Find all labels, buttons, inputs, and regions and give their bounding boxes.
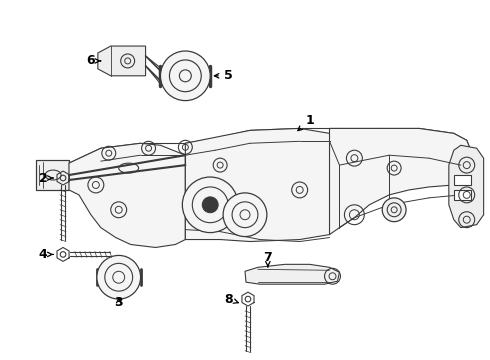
Polygon shape	[454, 175, 471, 185]
Circle shape	[223, 193, 267, 237]
Text: 1: 1	[298, 114, 314, 131]
Polygon shape	[36, 160, 69, 190]
Text: 8: 8	[224, 293, 238, 306]
Text: 3: 3	[114, 296, 123, 309]
Polygon shape	[98, 46, 146, 76]
Text: 5: 5	[215, 69, 232, 82]
Text: 2: 2	[39, 171, 53, 185]
Circle shape	[382, 198, 406, 222]
Polygon shape	[69, 143, 185, 247]
Circle shape	[97, 255, 141, 299]
Circle shape	[161, 51, 210, 100]
Text: 6: 6	[87, 54, 101, 67]
Text: 4: 4	[39, 248, 53, 261]
Polygon shape	[329, 129, 471, 235]
Circle shape	[202, 197, 218, 213]
Text: 7: 7	[264, 251, 272, 267]
Circle shape	[182, 177, 238, 233]
Polygon shape	[454, 190, 471, 200]
Polygon shape	[185, 129, 340, 242]
Polygon shape	[449, 145, 484, 228]
Polygon shape	[245, 264, 340, 284]
